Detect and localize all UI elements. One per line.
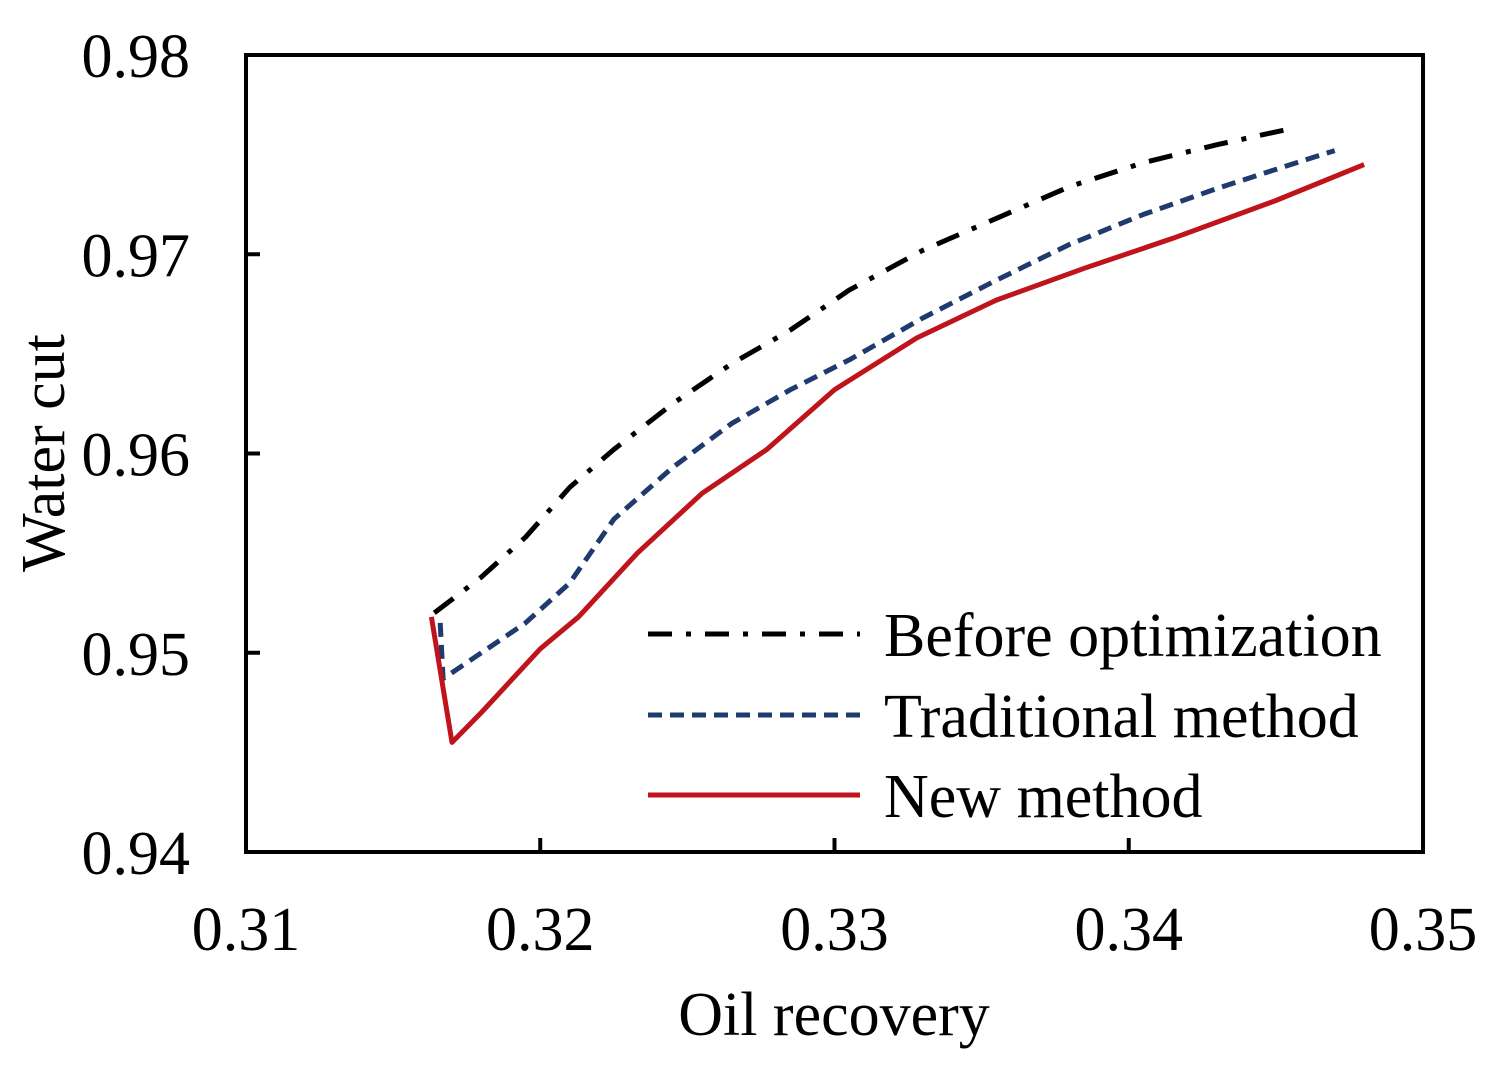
y-tick-label: 0.97 [82, 222, 191, 290]
series-layer [428, 126, 1366, 745]
x-tick-label: 0.32 [486, 896, 595, 964]
legend-label-new-method: New method [884, 763, 1203, 831]
y-tick-label: 0.95 [82, 621, 191, 689]
series-line-before-optimization [432, 126, 1292, 615]
legend: Before optimization Traditional method N… [648, 602, 1382, 831]
series-line-new-method [428, 162, 1366, 745]
x-axis-title: Oil recovery [678, 981, 990, 1049]
axis-ticks: 0.31 0.32 0.33 0.34 0.35 0.94 0.95 0.96 0.97 0.98 [82, 23, 1478, 964]
y-tick-label: 0.94 [82, 820, 191, 888]
legend-label-traditional-method: Traditional method [884, 683, 1359, 751]
y-tick-label: 0.96 [82, 422, 191, 490]
series-line-traditional-method [437, 148, 1336, 682]
y-tick-label: 0.98 [82, 23, 191, 91]
x-tick-label: 0.35 [1369, 896, 1478, 964]
legend-label-before-optimization: Before optimization [884, 602, 1382, 670]
y-axis-title: Water cut [10, 334, 78, 572]
x-tick-label: 0.33 [780, 896, 889, 964]
x-tick-label: 0.31 [192, 896, 301, 964]
x-tick-label: 0.34 [1075, 896, 1184, 964]
